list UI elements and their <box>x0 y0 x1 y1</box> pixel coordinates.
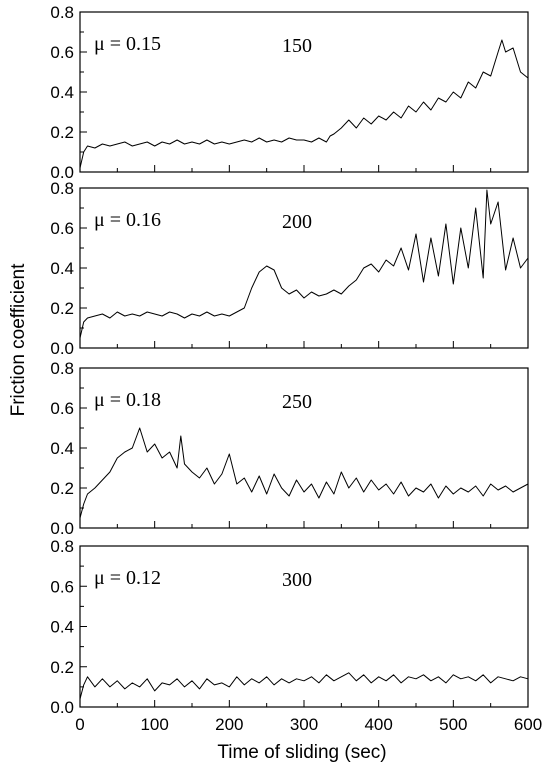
y-axis-title: Friction coefficient <box>8 263 29 416</box>
y-tick-label: 0.4 <box>50 618 74 637</box>
load-annotation: 150 <box>282 35 312 57</box>
x-tick-label: 600 <box>514 715 542 734</box>
y-tick-label: 0.4 <box>50 83 74 102</box>
friction-series-line <box>79 427 529 519</box>
y-tick-label: 0.0 <box>50 163 74 182</box>
y-tick-label: 0.2 <box>50 658 74 677</box>
x-tick-label: 400 <box>364 715 392 734</box>
y-tick-label: 0.2 <box>50 123 74 142</box>
x-tick-label: 300 <box>290 715 318 734</box>
y-tick-label: 0.6 <box>50 43 74 62</box>
x-tick-label: 200 <box>215 715 243 734</box>
x-axis-title: Time of sliding (sec) <box>217 742 386 763</box>
panel-3: 0.0 0.2 0.4 0.6 0.8 μ = 0.18 250 <box>50 359 529 538</box>
y-tick-label: 0.8 <box>50 537 74 556</box>
y-tick-label: 0.0 <box>50 339 74 358</box>
y-tick-label: 0.8 <box>50 3 74 22</box>
y-tick-label: 0.0 <box>50 519 74 538</box>
y-tick-label: 0.6 <box>50 577 74 596</box>
y-tick-label: 0.4 <box>50 439 74 458</box>
y-tick-label: 0.8 <box>50 359 74 378</box>
x-tick-label: 500 <box>439 715 467 734</box>
y-tick-label: 0.6 <box>50 399 74 418</box>
x-tick-label: 0 <box>75 715 84 734</box>
load-annotation: 250 <box>282 391 312 413</box>
friction-series-line <box>79 39 529 169</box>
mu-annotation: μ = 0.15 <box>94 33 161 55</box>
y-tick-label: 0.8 <box>50 179 74 198</box>
y-tick-label: 0.0 <box>50 698 74 717</box>
panel-1: 0.0 0.2 0.4 0.6 0.8 μ = 0.15 150 <box>50 3 529 182</box>
y-tick-label: 0.6 <box>50 219 74 238</box>
friction-series-line <box>79 672 529 700</box>
y-tick-label: 0.2 <box>50 479 74 498</box>
load-annotation: 200 <box>282 211 312 233</box>
mu-annotation: μ = 0.18 <box>94 389 161 411</box>
load-annotation: 300 <box>282 569 312 591</box>
friction-series-line <box>79 189 529 339</box>
panel-2: 0.0 0.2 0.4 0.6 0.8 μ = 0.16 200 <box>50 179 529 358</box>
mu-annotation: μ = 0.16 <box>94 209 161 231</box>
y-tick-label: 0.2 <box>50 299 74 318</box>
chart-panels: 0.00.20.40.60.8μ = 0.15 1500.00.20.40.60.… <box>50 3 542 734</box>
x-tick-label: 100 <box>140 715 168 734</box>
panel-4: 0.0 0.2 0.4 0.6 0.8 0 100 200 300 400 500 600 μ = 0.… <box>50 537 542 734</box>
mu-annotation: μ = 0.12 <box>94 567 161 589</box>
y-tick-label: 0.4 <box>50 259 74 278</box>
